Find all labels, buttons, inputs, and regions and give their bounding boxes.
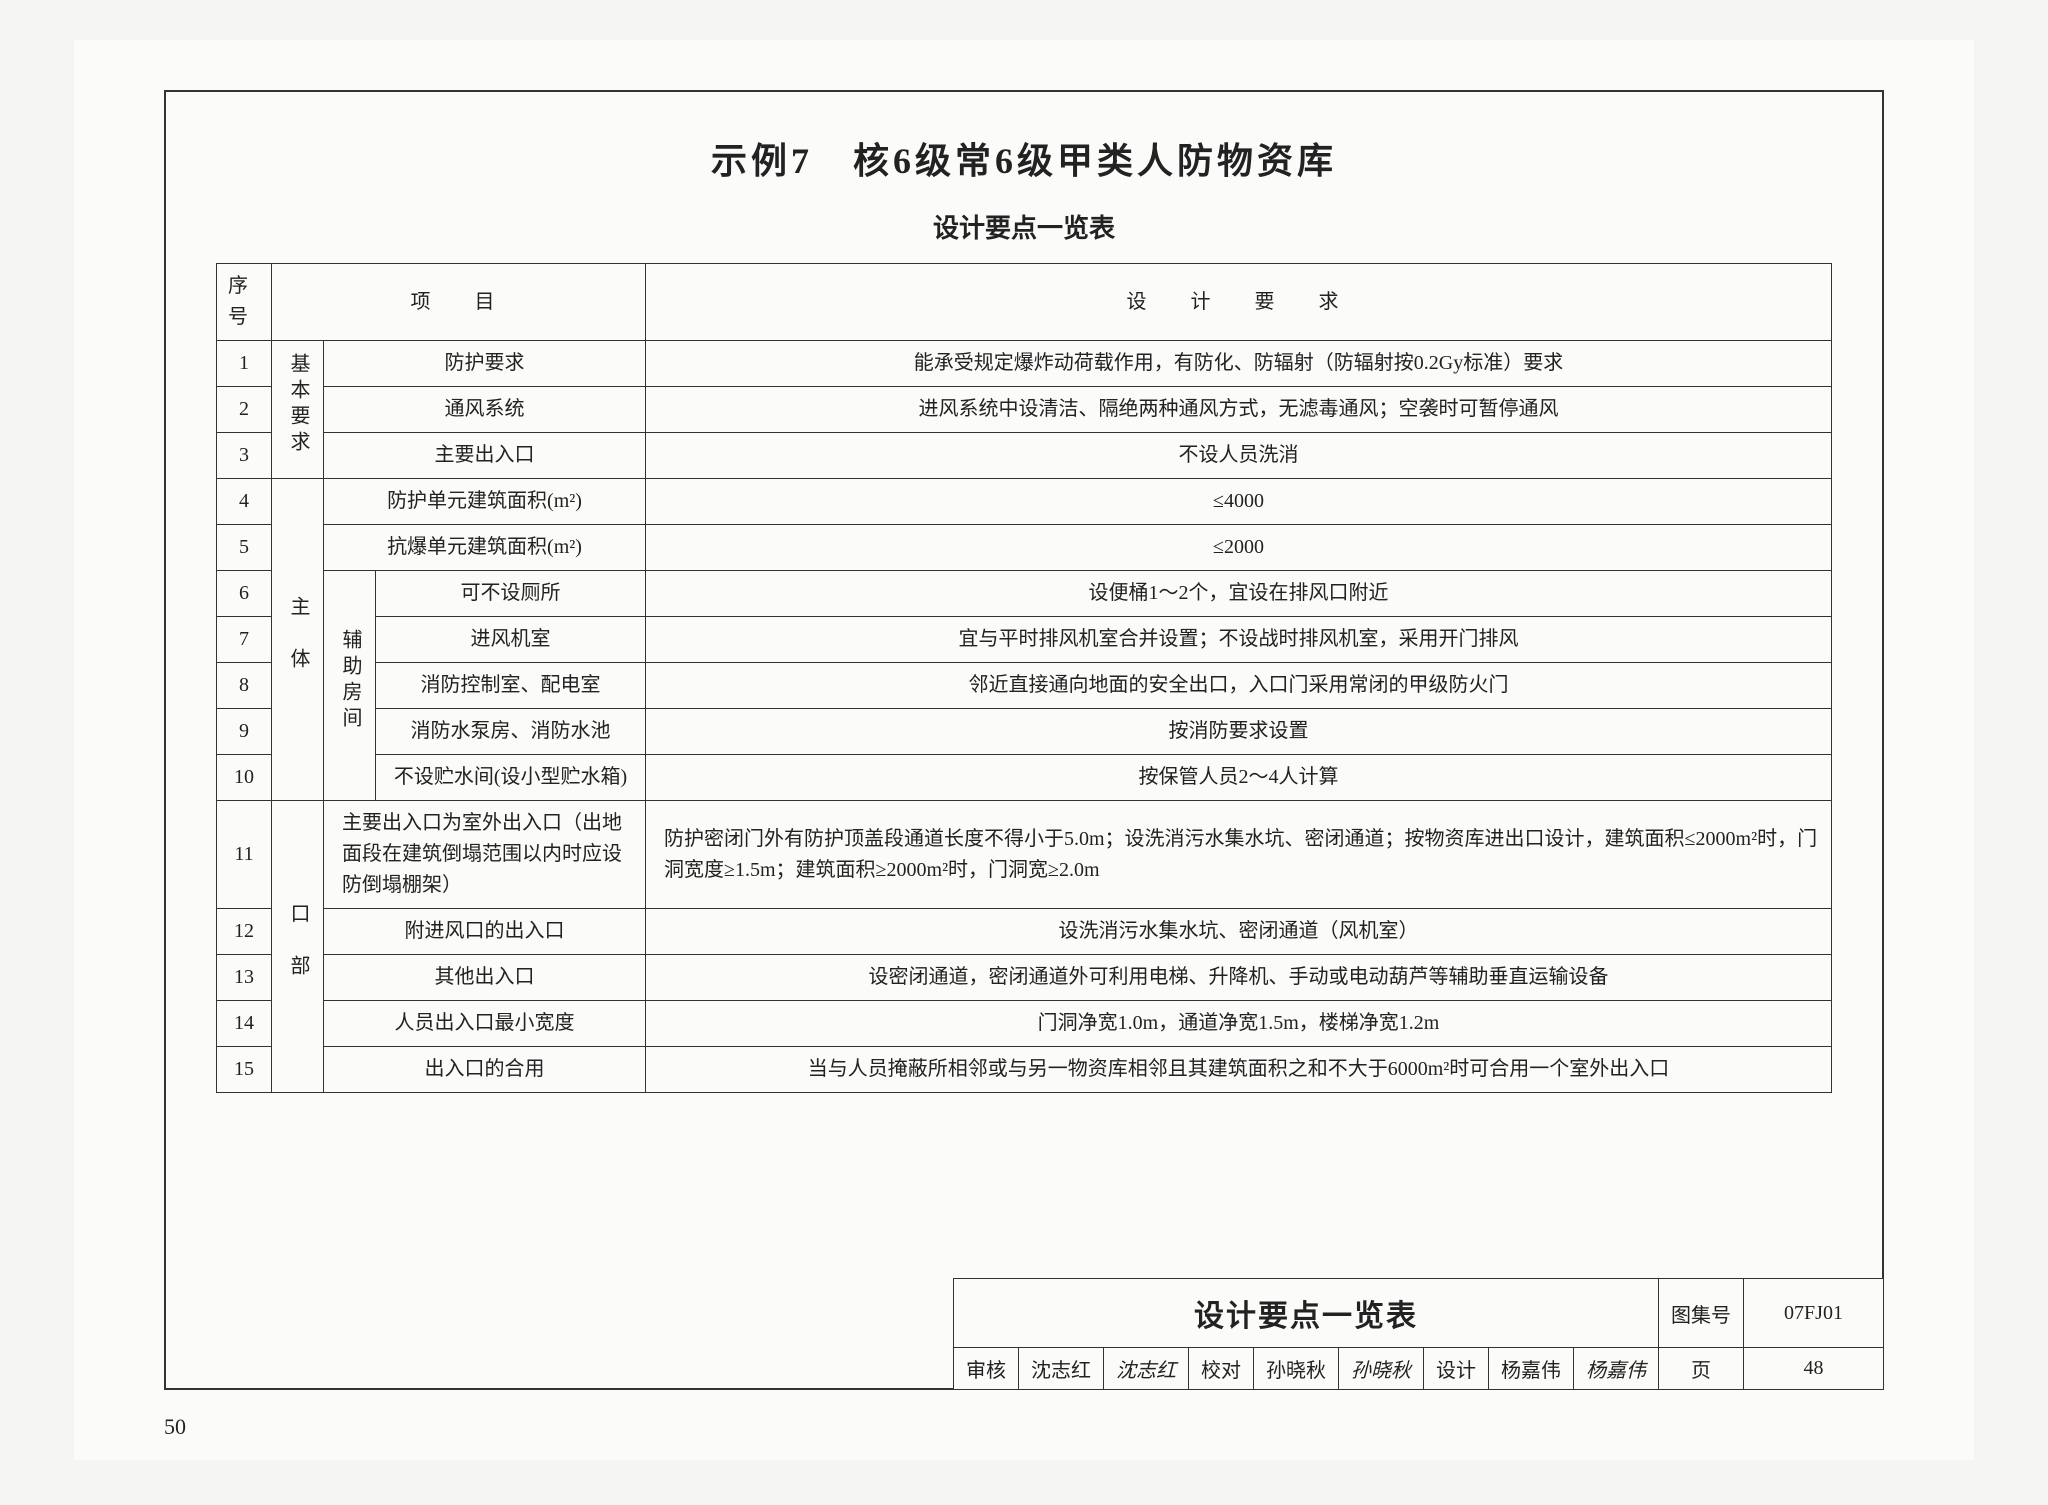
cell-item: 其他出入口 xyxy=(324,955,646,1001)
cell-item: 可不设厕所 xyxy=(376,571,646,617)
titleblock-row-1: 设计要点一览表 图集号 07FJ01 xyxy=(954,1279,1884,1348)
cell-seq: 8 xyxy=(217,663,272,709)
cell-seq: 1 xyxy=(217,341,272,387)
cell-seq: 5 xyxy=(217,525,272,571)
cell-req: 按保管人员2～4人计算 xyxy=(646,755,1832,801)
cell-req: 按消防要求设置 xyxy=(646,709,1832,755)
check-label: 校对 xyxy=(1189,1348,1254,1390)
set-number: 07FJ01 xyxy=(1744,1279,1884,1348)
table-row: 13 其他出入口 设密闭通道，密闭通道外可利用电梯、升降机、手动或电动葫芦等辅助… xyxy=(217,955,1832,1001)
design-signature: 杨嘉伟 xyxy=(1574,1348,1659,1390)
cell-req: 进风系统中设清洁、隔绝两种通风方式，无滤毒通风；空袭时可暂停通风 xyxy=(646,387,1832,433)
cell-item: 附进风口的出入口 xyxy=(324,909,646,955)
cell-item: 防护单元建筑面积(m²) xyxy=(324,479,646,525)
cell-seq: 2 xyxy=(217,387,272,433)
review-name: 沈志红 xyxy=(1019,1348,1104,1390)
category-main-body: 主 体 xyxy=(272,479,324,801)
table-row: 1 基本要求 防护要求 能承受规定爆炸动荷载作用，有防化、防辐射（防辐射按0.2… xyxy=(217,341,1832,387)
cell-item: 主要出入口为室外出入口（出地面段在建筑倒塌范围以内时应设防倒塌棚架） xyxy=(324,801,646,909)
table-row: 4 主 体 防护单元建筑面积(m²) ≤4000 xyxy=(217,479,1832,525)
cell-req: 能承受规定爆炸动荷载作用，有防化、防辐射（防辐射按0.2Gy标准）要求 xyxy=(646,341,1832,387)
table-row: 8 消防控制室、配电室 邻近直接通向地面的安全出口，入口门采用常闭的甲级防火门 xyxy=(217,663,1832,709)
cell-item: 出入口的合用 xyxy=(324,1047,646,1093)
header-item: 项 目 xyxy=(272,264,646,341)
table-row: 10 不设贮水间(设小型贮水箱) 按保管人员2～4人计算 xyxy=(217,755,1832,801)
cell-req: 门洞净宽1.0m，通道净宽1.5m，楼梯净宽1.2m xyxy=(646,1001,1832,1047)
cell-item: 人员出入口最小宽度 xyxy=(324,1001,646,1047)
review-signature: 沈志红 xyxy=(1104,1348,1189,1390)
table-row: 12 附进风口的出入口 设洗消污水集水坑、密闭通道（风机室） xyxy=(217,909,1832,955)
cell-seq: 10 xyxy=(217,755,272,801)
drawing-frame: 示例7 核6级常6级甲类人防物资库 设计要点一览表 序号 项 目 设 计 要 求… xyxy=(164,90,1884,1390)
cell-item: 消防水泵房、消防水池 xyxy=(376,709,646,755)
subtitle: 设计要点一览表 xyxy=(216,208,1832,245)
table-row: 3 主要出入口 不设人员洗消 xyxy=(217,433,1832,479)
review-label: 审核 xyxy=(954,1348,1019,1390)
main-title: 示例7 核6级常6级甲类人防物资库 xyxy=(216,132,1832,184)
cell-req: 宜与平时排风机室合并设置；不设战时排风机室，采用开门排风 xyxy=(646,617,1832,663)
cell-seq: 12 xyxy=(217,909,272,955)
cell-item: 抗爆单元建筑面积(m²) xyxy=(324,525,646,571)
header-seq: 序号 xyxy=(217,264,272,341)
cell-req: 设洗消污水集水坑、密闭通道（风机室） xyxy=(646,909,1832,955)
cell-req: 设密闭通道，密闭通道外可利用电梯、升降机、手动或电动葫芦等辅助垂直运输设备 xyxy=(646,955,1832,1001)
cell-seq: 9 xyxy=(217,709,272,755)
cell-req: 防护密闭门外有防护顶盖段通道长度不得小于5.0m；设洗消污水集水坑、密闭通道；按… xyxy=(646,801,1832,909)
table-row: 15 出入口的合用 当与人员掩蔽所相邻或与另一物资库相邻且其建筑面积之和不大于6… xyxy=(217,1047,1832,1093)
cell-req: 邻近直接通向地面的安全出口，入口门采用常闭的甲级防火门 xyxy=(646,663,1832,709)
check-name: 孙晓秋 xyxy=(1254,1348,1339,1390)
cell-item: 主要出入口 xyxy=(324,433,646,479)
set-label: 图集号 xyxy=(1659,1279,1744,1348)
category-entrance: 口 部 xyxy=(272,801,324,1093)
table-row: 9 消防水泵房、消防水池 按消防要求设置 xyxy=(217,709,1832,755)
cell-req: 当与人员掩蔽所相邻或与另一物资库相邻且其建筑面积之和不大于6000m²时可合用一… xyxy=(646,1047,1832,1093)
table-header-row: 序号 项 目 设 计 要 求 xyxy=(217,264,1832,341)
design-points-table: 序号 项 目 设 计 要 求 1 基本要求 防护要求 能承受规定爆炸动荷载作用，… xyxy=(216,263,1832,1093)
category-basic: 基本要求 xyxy=(272,341,324,479)
cell-req: 设便桶1～2个，宜设在排风口附近 xyxy=(646,571,1832,617)
cell-req: ≤4000 xyxy=(646,479,1832,525)
titleblock-row-2: 审核 沈志红 沈志红 校对 孙晓秋 孙晓秋 设计 杨嘉伟 杨嘉伟 页 48 xyxy=(954,1348,1884,1390)
cell-seq: 14 xyxy=(217,1001,272,1047)
subcategory-aux-rooms: 辅助房间 xyxy=(324,571,376,801)
cell-seq: 13 xyxy=(217,955,272,1001)
table-row: 2 通风系统 进风系统中设清洁、隔绝两种通风方式，无滤毒通风；空袭时可暂停通风 xyxy=(217,387,1832,433)
cell-item: 进风机室 xyxy=(376,617,646,663)
outer-page-number: 50 xyxy=(164,1414,186,1440)
cell-seq: 6 xyxy=(217,571,272,617)
cell-item: 防护要求 xyxy=(324,341,646,387)
check-signature: 孙晓秋 xyxy=(1339,1348,1424,1390)
cell-seq: 11 xyxy=(217,801,272,909)
design-label: 设计 xyxy=(1424,1348,1489,1390)
cell-item: 消防控制室、配电室 xyxy=(376,663,646,709)
table-row: 14 人员出入口最小宽度 门洞净宽1.0m，通道净宽1.5m，楼梯净宽1.2m xyxy=(217,1001,1832,1047)
header-req: 设 计 要 求 xyxy=(646,264,1832,341)
table-row: 5 抗爆单元建筑面积(m²) ≤2000 xyxy=(217,525,1832,571)
cell-item: 不设贮水间(设小型贮水箱) xyxy=(376,755,646,801)
cell-seq: 15 xyxy=(217,1047,272,1093)
cell-seq: 7 xyxy=(217,617,272,663)
titleblock-title: 设计要点一览表 xyxy=(954,1279,1659,1348)
table-row: 11 口 部 主要出入口为室外出入口（出地面段在建筑倒塌范围以内时应设防倒塌棚架… xyxy=(217,801,1832,909)
cell-req: ≤2000 xyxy=(646,525,1832,571)
cell-seq: 3 xyxy=(217,433,272,479)
page-label: 页 xyxy=(1659,1348,1744,1390)
table-row: 6 辅助房间 可不设厕所 设便桶1～2个，宜设在排风口附近 xyxy=(217,571,1832,617)
design-name: 杨嘉伟 xyxy=(1489,1348,1574,1390)
page-number: 48 xyxy=(1744,1348,1884,1390)
page: 示例7 核6级常6级甲类人防物资库 设计要点一览表 序号 项 目 设 计 要 求… xyxy=(74,40,1974,1460)
cell-item: 通风系统 xyxy=(324,387,646,433)
table-row: 7 进风机室 宜与平时排风机室合并设置；不设战时排风机室，采用开门排风 xyxy=(217,617,1832,663)
cell-req: 不设人员洗消 xyxy=(646,433,1832,479)
title-block: 设计要点一览表 图集号 07FJ01 审核 沈志红 沈志红 校对 孙晓秋 孙晓秋… xyxy=(953,1278,1884,1390)
cell-seq: 4 xyxy=(217,479,272,525)
